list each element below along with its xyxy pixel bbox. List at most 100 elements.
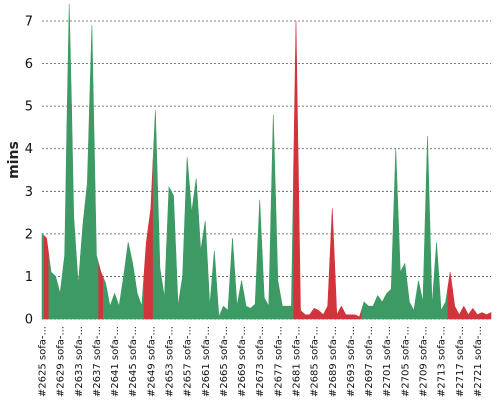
build-duration-segment[interactable] [121, 259, 127, 320]
build-duration-segment[interactable] [229, 238, 236, 320]
build-duration-segment[interactable] [375, 294, 381, 320]
build-duration-segment[interactable] [161, 242, 168, 320]
build-duration-segment[interactable] [352, 314, 358, 320]
build-duration-segment[interactable] [266, 210, 272, 320]
build-duration-segment[interactable] [193, 178, 199, 320]
build-duration-segment[interactable] [420, 218, 426, 320]
build-duration-segment[interactable] [402, 262, 408, 320]
build-duration-segment[interactable] [184, 157, 190, 320]
build-duration-segment[interactable] [220, 305, 226, 320]
build-duration-segment[interactable] [202, 221, 208, 320]
build-duration-segment[interactable] [434, 242, 440, 320]
build-duration-segment[interactable] [288, 163, 295, 320]
build-duration-segment[interactable] [152, 110, 158, 320]
build-duration-segment[interactable] [216, 283, 222, 320]
build-duration-segment[interactable] [80, 204, 86, 320]
build-duration-segment[interactable] [125, 242, 131, 320]
build-duration-segment[interactable] [89, 25, 95, 320]
build-duration-segment[interactable] [57, 274, 63, 320]
build-duration-segment[interactable] [71, 104, 77, 320]
build-duration-segment[interactable] [143, 225, 149, 320]
build-duration-segment[interactable] [198, 214, 204, 320]
build-duration-segment[interactable] [270, 114, 276, 320]
build-duration-segment[interactable] [338, 305, 344, 320]
build-duration-segment[interactable] [329, 208, 335, 320]
build-duration-segment[interactable] [66, 3, 72, 320]
build-duration-segment[interactable] [252, 251, 258, 320]
build-duration-segment[interactable] [465, 310, 471, 320]
build-duration-segment[interactable] [84, 104, 90, 320]
build-duration-segment[interactable] [365, 303, 372, 320]
build-duration-segment[interactable] [175, 250, 181, 320]
build-duration-segment[interactable] [234, 272, 240, 320]
build-duration-segment[interactable] [316, 308, 322, 320]
build-duration-segment[interactable] [279, 293, 285, 320]
build-duration-segment[interactable] [307, 310, 313, 320]
build-duration-segment[interactable] [347, 314, 353, 320]
build-duration-segment[interactable] [211, 250, 217, 320]
build-duration-segment[interactable] [116, 291, 122, 320]
build-duration-segment[interactable] [275, 197, 281, 320]
build-duration-segment[interactable] [361, 301, 367, 320]
build-duration-segment[interactable] [166, 185, 172, 320]
build-duration-segment[interactable] [406, 282, 412, 320]
build-duration-segment[interactable] [356, 309, 363, 320]
build-duration-segment[interactable] [102, 277, 109, 320]
build-duration-segment[interactable] [248, 305, 254, 320]
build-duration-segment[interactable] [311, 307, 317, 320]
build-duration-segment[interactable] [41, 233, 45, 320]
build-duration-segment[interactable] [483, 313, 490, 320]
build-duration-segment[interactable] [302, 311, 308, 320]
build-duration-segment[interactable] [189, 184, 195, 320]
build-duration-segment[interactable] [180, 216, 186, 320]
build-duration-segment[interactable] [438, 276, 444, 320]
build-duration-segment[interactable] [461, 305, 467, 320]
build-duration-segment[interactable] [415, 280, 422, 320]
build-duration-segment[interactable] [343, 310, 349, 320]
build-duration-segment[interactable] [257, 199, 263, 320]
build-duration-segment[interactable] [470, 307, 476, 320]
build-duration-segment[interactable] [93, 140, 99, 320]
build-duration-segment[interactable] [320, 310, 326, 320]
build-duration-segment[interactable] [488, 312, 492, 320]
build-duration-segment[interactable] [284, 305, 290, 320]
build-duration-segment[interactable] [293, 21, 299, 320]
build-duration-segment[interactable] [443, 287, 449, 320]
build-duration-segment[interactable] [238, 280, 245, 320]
build-duration-segment[interactable] [479, 312, 485, 320]
build-duration-segment[interactable] [452, 289, 458, 320]
build-duration-segment[interactable] [379, 297, 385, 320]
build-duration-segment[interactable] [75, 250, 81, 320]
build-duration-segment[interactable] [170, 191, 177, 320]
build-duration-segment[interactable] [43, 235, 50, 320]
build-duration-segment[interactable] [62, 123, 68, 320]
build-duration-segment[interactable] [148, 159, 154, 320]
build-duration-segment[interactable] [393, 148, 399, 320]
build-duration-segment[interactable] [98, 263, 104, 320]
build-duration-segment[interactable] [225, 274, 231, 320]
build-duration-segment[interactable] [111, 292, 118, 320]
build-duration-segment[interactable] [388, 218, 394, 320]
build-duration-segment[interactable] [384, 290, 390, 320]
build-duration-segment[interactable] [157, 189, 163, 320]
build-duration-segment[interactable] [207, 263, 213, 320]
build-duration-segment[interactable] [325, 257, 331, 320]
build-duration-segment[interactable] [334, 261, 340, 320]
build-duration-segment[interactable] [134, 278, 140, 320]
build-duration-segment[interactable] [243, 293, 249, 320]
build-duration-segment[interactable] [48, 255, 54, 320]
build-duration-segment[interactable] [370, 300, 376, 320]
build-duration-segment[interactable] [397, 210, 403, 320]
build-duration-segment[interactable] [456, 310, 462, 320]
build-duration-segment[interactable] [429, 221, 435, 320]
build-duration-segment[interactable] [130, 252, 136, 320]
build-duration-segment[interactable] [411, 295, 417, 320]
build-duration-segment[interactable] [474, 310, 480, 320]
build-duration-segment[interactable] [139, 274, 145, 320]
build-duration-segment[interactable] [107, 294, 113, 320]
build-duration-segment[interactable] [53, 273, 59, 320]
build-duration-segment[interactable] [261, 248, 267, 320]
build-duration-segment[interactable] [424, 135, 431, 320]
build-duration-segment[interactable] [297, 165, 304, 320]
build-duration-segment[interactable] [447, 272, 453, 320]
